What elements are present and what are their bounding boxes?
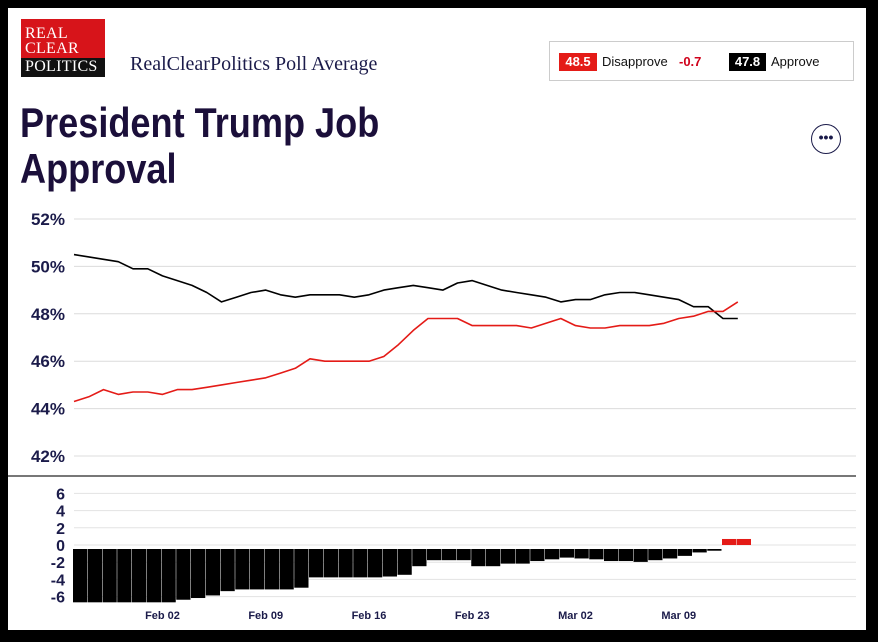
x-tick-label: Feb 23 xyxy=(455,610,490,622)
bar-y-tick-label: -6 xyxy=(51,590,65,607)
logo-text-3: POLITICS xyxy=(25,58,98,75)
spread-bar xyxy=(486,549,501,567)
x-tick-label: Feb 16 xyxy=(352,610,387,622)
bar-y-tick-label: 6 xyxy=(56,486,65,503)
spread-bar xyxy=(117,549,132,603)
rcp-logo[interactable]: REAL CLEAR POLITICS xyxy=(21,19,105,77)
bar-y-tick-label: 4 xyxy=(56,504,65,521)
spread-bar xyxy=(559,549,574,558)
bar-y-tick-label: 2 xyxy=(56,521,65,538)
spread-bar xyxy=(235,549,250,590)
spread-bar xyxy=(309,549,324,578)
more-options-icon[interactable]: ••• xyxy=(811,124,841,154)
spread-bar xyxy=(500,549,515,564)
approve-value-badge: 47.8 xyxy=(729,53,766,71)
spread-bar xyxy=(648,549,663,561)
spread-bar xyxy=(323,549,338,578)
spread-bar xyxy=(633,549,648,562)
spread-bar xyxy=(412,549,427,567)
spread-bar xyxy=(736,538,751,545)
spread-bar xyxy=(515,549,530,564)
x-tick-label: Mar 09 xyxy=(661,610,696,622)
spread-bar xyxy=(368,549,383,578)
spread-bar xyxy=(102,549,117,603)
spread-bar xyxy=(618,549,633,562)
spread-bar xyxy=(471,549,486,567)
logo-bar xyxy=(21,58,105,77)
spread-bar xyxy=(692,549,707,553)
y-tick-label: 48% xyxy=(31,305,65,324)
spread-bar xyxy=(707,549,722,551)
bar-y-tick-label: 0 xyxy=(56,538,65,555)
approve-line xyxy=(73,253,738,320)
legend: 48.5 Disapprove -0.7 47.8 Approve xyxy=(549,41,854,81)
spread-bar xyxy=(589,549,604,560)
spread-bar xyxy=(73,549,88,603)
disapprove-label: Disapprove xyxy=(602,54,668,69)
y-tick-label: 44% xyxy=(31,400,65,419)
spread-bar xyxy=(205,549,220,596)
spread-bar xyxy=(87,549,102,603)
spread-bar xyxy=(132,549,147,603)
y-tick-label: 42% xyxy=(31,447,65,466)
spread-bar xyxy=(722,538,737,545)
spread-bar xyxy=(677,549,692,556)
spread-bar xyxy=(604,549,619,562)
y-tick-label: 52% xyxy=(31,210,65,229)
disapprove-line xyxy=(73,301,739,403)
x-tick-label: Feb 02 xyxy=(145,610,180,622)
spread-bar xyxy=(353,549,368,578)
spread-bar xyxy=(574,549,589,559)
chart-frame: REAL CLEAR POLITICS RealClearPolitics Po… xyxy=(8,8,866,630)
x-tick-label: Mar 02 xyxy=(558,610,593,622)
disapprove-change: -0.7 xyxy=(679,54,702,69)
spread-bar xyxy=(338,549,353,578)
logo-text-1: REAL xyxy=(25,25,68,42)
spread-bar xyxy=(397,549,412,575)
y-tick-label: 50% xyxy=(31,257,65,276)
spread-bar xyxy=(264,549,279,590)
spread-bar xyxy=(220,549,235,592)
logo-text-2: CLEAR xyxy=(25,40,79,57)
page-subtitle: RealClearPolitics Poll Average xyxy=(130,53,378,75)
spread-bar xyxy=(294,549,309,588)
spread-bar xyxy=(382,549,397,577)
spread-bar xyxy=(191,549,206,599)
approve-label: Approve xyxy=(771,54,820,69)
spread-bar xyxy=(176,549,191,600)
bar-y-tick-label: -2 xyxy=(51,555,65,572)
spread-bar xyxy=(146,549,161,603)
spread-bar xyxy=(530,549,545,562)
spread-bar xyxy=(279,549,294,590)
spread-bar xyxy=(427,549,442,561)
y-tick-label: 46% xyxy=(31,352,65,371)
bar-y-tick-label: -4 xyxy=(51,572,65,589)
x-tick-label: Feb 09 xyxy=(248,610,283,622)
spread-bar xyxy=(456,549,471,561)
spread-bar xyxy=(545,549,560,560)
spread-bar xyxy=(161,549,176,603)
page-title: President Trump Job Approval xyxy=(20,99,380,192)
spread-bar xyxy=(441,549,456,561)
disapprove-value-badge: 48.5 xyxy=(559,53,597,71)
spread-bar xyxy=(250,549,265,590)
spread-bar xyxy=(663,549,678,559)
